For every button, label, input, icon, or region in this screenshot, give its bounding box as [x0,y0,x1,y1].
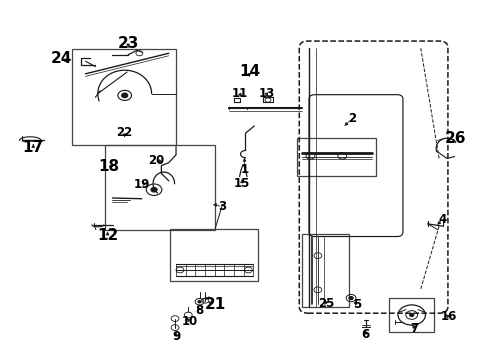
Circle shape [348,297,352,300]
Text: 3: 3 [218,201,226,213]
Text: 19: 19 [133,178,150,191]
Text: 9: 9 [172,330,180,343]
Text: 24: 24 [50,51,72,66]
Circle shape [198,301,201,303]
Text: 1: 1 [240,163,248,176]
Text: 14: 14 [238,64,260,80]
Bar [72,49,176,145]
Circle shape [122,93,127,98]
Text: 5: 5 [352,298,360,311]
Text: 23: 23 [117,36,139,51]
Circle shape [151,188,157,192]
Bar [104,145,215,230]
Text: 26: 26 [444,131,466,146]
Bar [297,138,375,176]
Text: 21: 21 [204,297,225,312]
Text: 22: 22 [116,126,133,139]
Bar [302,234,348,307]
Text: 12: 12 [97,228,118,243]
Text: 15: 15 [233,177,250,190]
Text: 20: 20 [148,154,164,167]
Text: 4: 4 [438,213,446,226]
Text: 17: 17 [22,140,44,155]
Bar [388,298,433,332]
Text: 13: 13 [258,87,274,100]
Text: 7: 7 [410,322,418,335]
Text: 16: 16 [440,310,456,323]
Text: 11: 11 [231,87,247,100]
Text: 2: 2 [347,112,355,125]
Text: 10: 10 [181,315,198,328]
Text: 25: 25 [318,297,334,310]
Text: 8: 8 [195,304,203,317]
Text: 18: 18 [98,159,119,174]
Bar [170,229,258,281]
Text: 6: 6 [361,328,369,341]
Circle shape [409,314,413,316]
